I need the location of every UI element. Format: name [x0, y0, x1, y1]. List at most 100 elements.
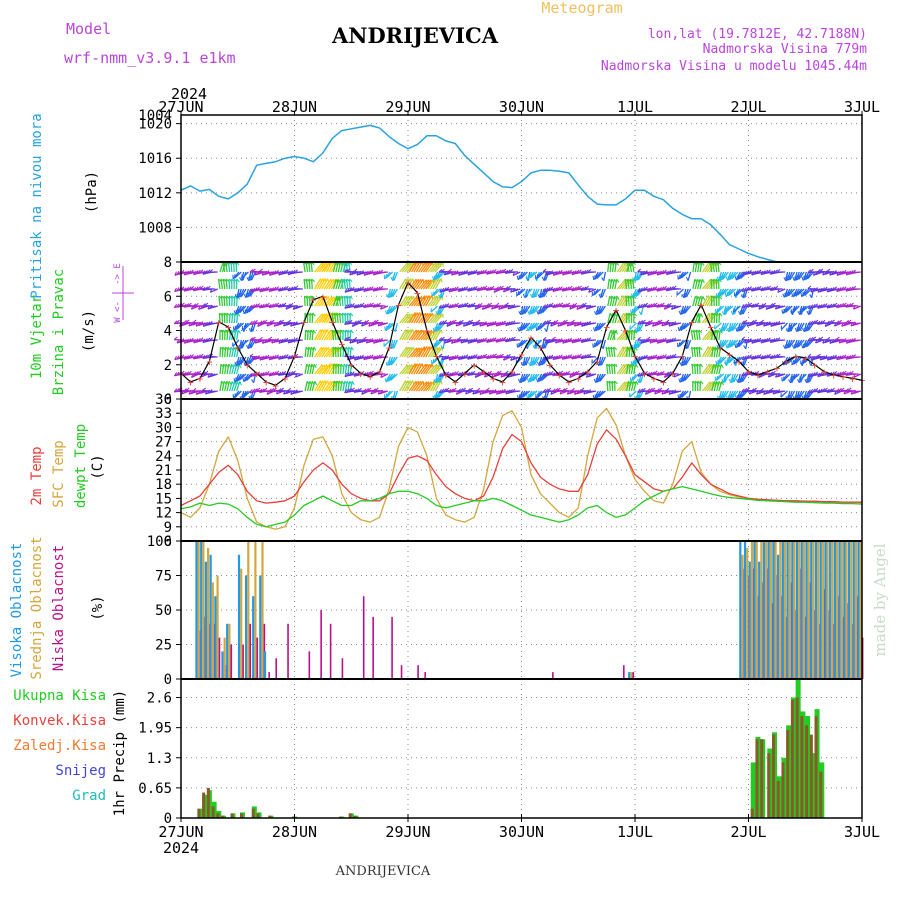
high-cloud-bar: [833, 541, 836, 679]
wind-barb: [249, 356, 256, 365]
wind-barb-head: [769, 354, 774, 359]
wind-barb-head: [772, 302, 776, 307]
wind-barb: [411, 347, 420, 358]
wind-barb-head: [797, 311, 801, 316]
wind-barb-head: [206, 337, 211, 342]
wind-barb-head: [777, 288, 780, 293]
wind-barb-head: [566, 302, 571, 307]
low-cloud-bar: [417, 665, 419, 679]
wind-barb-head: [595, 310, 599, 315]
wind-barb-head: [769, 338, 773, 343]
wind-barb-head: [263, 270, 267, 275]
wind-barb-head: [273, 354, 277, 359]
wind-barb: [379, 339, 389, 342]
wind-barb: [609, 279, 613, 290]
wind-barb-head: [278, 355, 282, 360]
wind-barb-head: [842, 354, 847, 359]
wind-barb-head: [836, 287, 840, 292]
wind-barb: [537, 305, 543, 315]
wind-barb-head: [725, 307, 728, 312]
wind-barb: [626, 346, 629, 358]
wind-barb-head: [467, 388, 471, 392]
wind-barb: [519, 322, 526, 332]
wind-barb-head: [583, 321, 587, 326]
wind-barb: [630, 295, 633, 307]
wind-barb: [314, 364, 323, 375]
wind-barb: [294, 322, 303, 326]
wind-barb: [314, 262, 323, 273]
wind-barb: [711, 364, 715, 375]
wind-barb: [226, 381, 230, 392]
wind-barb: [427, 278, 435, 290]
wind-barb: [676, 288, 684, 296]
wind-barb: [853, 373, 862, 378]
wind-barb-head: [828, 320, 833, 324]
wind-barb-head: [199, 321, 204, 326]
wind-barb-head: [209, 320, 213, 325]
wind-barb-head: [852, 389, 856, 394]
wind-barb-head: [715, 360, 718, 365]
wind-barb-head: [580, 270, 584, 275]
wind-barb: [209, 305, 218, 309]
wind-barb-head: [438, 268, 443, 273]
wind-barb: [225, 295, 228, 307]
wind-barb: [237, 305, 245, 314]
wind-barb-head: [613, 346, 618, 351]
wind-barb-head: [727, 276, 730, 281]
wind-barb: [432, 262, 441, 273]
model-label: Model: [66, 20, 111, 38]
wind-barb-head: [445, 354, 450, 359]
wind-barb-head: [751, 271, 754, 276]
wind-gust-marker: +: [840, 371, 847, 384]
wind-barb: [234, 271, 242, 279]
wind-barb-head: [634, 328, 638, 333]
wind-barb: [418, 346, 426, 358]
wind-barb: [806, 339, 814, 347]
wind-barb-head: [311, 295, 316, 300]
wind-barb: [810, 356, 815, 366]
wind-barb: [404, 364, 413, 375]
wind-barb: [724, 305, 732, 314]
wind-barb: [244, 356, 250, 366]
wind-barb-head: [438, 304, 442, 309]
wind-barb-head: [741, 303, 745, 308]
wind-barb: [316, 313, 326, 324]
wind-barb: [384, 271, 391, 280]
wind-barb: [401, 364, 411, 375]
wind-barb: [380, 305, 389, 310]
wind-barb-head: [797, 378, 800, 383]
wind-barb-head: [814, 319, 819, 324]
wind-barb: [318, 278, 326, 290]
conv-precip-bar: [750, 808, 754, 818]
wind-barb-head: [237, 360, 240, 366]
wind-barb-head: [767, 304, 771, 309]
wind-barb-head: [847, 286, 852, 291]
wind-barb-head: [433, 275, 436, 280]
wind-barb-head: [377, 322, 381, 327]
wind-barb-head: [377, 338, 381, 343]
wind-barb-head: [660, 354, 665, 359]
wind-barb: [531, 373, 538, 382]
wind-barb-head: [672, 353, 677, 358]
wind-barb: [241, 390, 249, 399]
wind-barb-head: [774, 269, 778, 274]
wind-barb: [536, 271, 545, 279]
pressure-line: [180, 124, 862, 263]
wind-barb-head: [812, 303, 816, 308]
wind-barb-head: [651, 387, 656, 391]
wind-barb-head: [349, 295, 353, 300]
wind-barb: [408, 329, 417, 341]
wind-barb-head: [507, 285, 511, 290]
wind-barb: [318, 380, 326, 392]
wind-barb: [738, 271, 746, 280]
dewpt-line: [180, 485, 863, 528]
wind-barb-head: [542, 372, 546, 377]
wind-barb-head: [450, 355, 454, 360]
wind-barb: [420, 381, 430, 392]
wind-barb-head: [767, 285, 772, 290]
wind-barb-head: [845, 355, 849, 360]
wind-barb: [697, 262, 701, 273]
wind-barb-head: [594, 394, 597, 399]
wind-barb: [679, 390, 687, 399]
wind-barb: [430, 364, 439, 375]
